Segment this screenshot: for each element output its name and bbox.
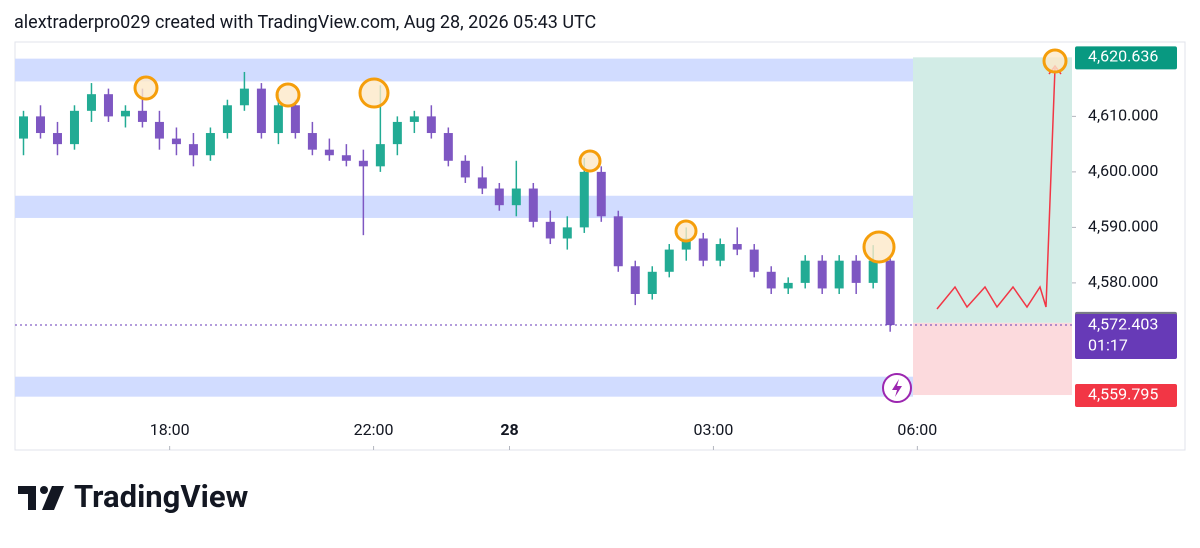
highlight — [862, 230, 896, 264]
y-tick-label: 4,610.000 — [1088, 106, 1158, 125]
candle-body — [171, 138, 181, 145]
last-price-box — [1075, 314, 1177, 360]
highlight — [1042, 48, 1068, 74]
highlight — [133, 75, 159, 101]
candle-body — [460, 160, 470, 178]
candle-body — [681, 238, 691, 250]
candle-body — [103, 94, 113, 117]
candle-body — [545, 221, 555, 239]
candle-body — [868, 260, 878, 283]
x-tick-label: 18:00 — [150, 420, 190, 439]
highlight — [578, 149, 602, 173]
candle-body — [222, 105, 232, 134]
candle-body — [715, 244, 725, 261]
y-tick-label: 4,600.000 — [1088, 161, 1158, 180]
candle-body — [562, 227, 572, 239]
candle-body — [358, 160, 368, 167]
candle-body — [290, 105, 300, 134]
plot: 4,580.000 4,590.000 4,600.000 4,610.000 18:0… — [15, 46, 1177, 450]
candle-body — [86, 94, 96, 111]
candle-body — [698, 238, 708, 261]
candle-body — [324, 149, 334, 156]
x-tick-label: 06:00 — [897, 420, 937, 439]
candle-body — [851, 260, 861, 283]
candle-body — [477, 177, 487, 189]
candle-body — [579, 171, 589, 228]
highlight — [358, 77, 390, 109]
candle-body — [528, 188, 538, 222]
candle-body — [256, 88, 266, 134]
candle-body — [409, 116, 419, 122]
candle-body — [307, 133, 317, 150]
candle-body — [817, 260, 827, 289]
candle-body — [35, 116, 45, 134]
stop-box — [1075, 384, 1177, 408]
candle-body — [834, 260, 844, 289]
logo-mark — [18, 486, 36, 510]
candle-body — [494, 188, 504, 206]
target-label: 4,620.636 — [1088, 47, 1158, 66]
candle-body — [120, 110, 130, 117]
candle-body — [18, 116, 28, 139]
frame — [14, 41, 1186, 451]
zone — [15, 195, 913, 218]
candle-body — [154, 121, 164, 139]
highlight — [674, 219, 698, 243]
target-zone — [913, 57, 1072, 323]
candle-body — [630, 266, 640, 294]
candle-body — [885, 260, 895, 326]
candle-body — [205, 133, 215, 156]
y-tick-label: 4,580.000 — [1088, 272, 1158, 291]
candle-body — [613, 216, 623, 267]
candle-body — [647, 271, 657, 294]
candle-body — [69, 110, 79, 145]
alert-bolt — [892, 379, 902, 397]
candle-body — [732, 244, 742, 250]
candle-body — [783, 282, 793, 289]
candle-body — [749, 249, 759, 272]
countdown: 01:17 — [1088, 335, 1128, 354]
candle-body — [375, 144, 385, 167]
x-tick-label: 22:00 — [354, 420, 394, 439]
zone — [15, 58, 913, 82]
last-price-label: 4,572.403 — [1088, 314, 1158, 333]
candle-body — [341, 155, 351, 161]
candle-body — [511, 188, 521, 206]
logo-mark — [42, 486, 64, 510]
logo-text: TradingView — [74, 478, 249, 515]
candle-body — [426, 116, 436, 134]
x-tick-label: 03:00 — [694, 420, 734, 439]
candle-body — [392, 121, 402, 145]
annotations — [133, 48, 1068, 403]
candle-body — [766, 271, 776, 289]
candle-body — [137, 110, 147, 122]
candle-body — [239, 88, 249, 106]
stop-zone — [913, 322, 1072, 396]
header: alextraderpro029 created with TradingVie… — [14, 12, 596, 33]
logo: TradingView — [18, 478, 249, 515]
candle-body — [52, 133, 62, 145]
highlight — [275, 82, 301, 108]
zone — [15, 376, 913, 397]
stop-label: 4,559.795 — [1088, 384, 1158, 403]
candle-body — [664, 249, 674, 272]
logo-mark — [40, 486, 48, 494]
candle-body — [596, 171, 606, 217]
candle-body — [273, 105, 283, 134]
candle-body — [188, 144, 198, 156]
x-tick-label: 28 — [500, 420, 518, 439]
y-tick-label: 4,590.000 — [1088, 217, 1158, 236]
candle-body — [800, 260, 810, 283]
target-box — [1075, 46, 1177, 70]
candle-body — [443, 133, 453, 161]
projection — [936, 67, 1056, 310]
